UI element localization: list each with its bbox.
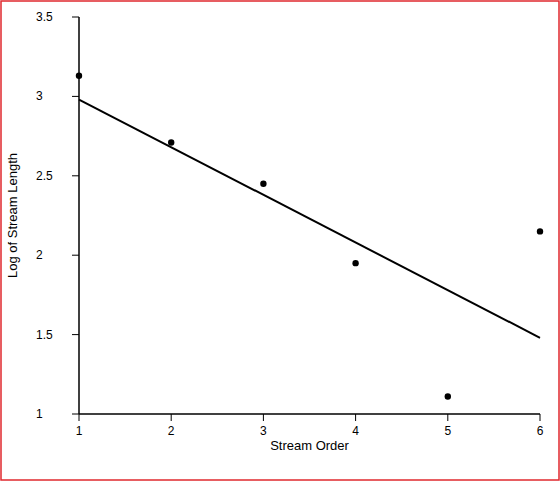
x-tick-label: 2 (168, 424, 175, 438)
plot-area (76, 73, 543, 400)
chart-root: 1 1.5 2 2.5 3 3.5 1 2 3 4 5 6 Stream Order Log of Str… (0, 0, 560, 482)
y-tick-label: 2 (36, 248, 43, 262)
y-tick-label: 3 (36, 89, 43, 103)
scatter-point (352, 260, 358, 266)
y-tick-label: 3.5 (36, 10, 53, 24)
scatter-point (445, 393, 451, 399)
y-tick (72, 17, 79, 18)
x-tick-label: 4 (352, 424, 359, 438)
x-tick-label: 6 (537, 424, 544, 438)
scatter-point (260, 181, 266, 187)
x-tick (171, 414, 172, 421)
y-tick-label: 1 (36, 407, 43, 421)
x-tick (263, 414, 264, 421)
y-tick (72, 96, 79, 97)
x-tick (355, 414, 356, 421)
frame-border (1, 1, 559, 480)
y-tick-label: 2.5 (36, 169, 53, 183)
x-axis-label: Stream Order (270, 438, 349, 453)
y-tick (72, 414, 79, 415)
scatter-point (537, 228, 543, 234)
trend-line (79, 100, 540, 338)
scatter-point (168, 139, 174, 145)
x-tick (540, 414, 541, 421)
y-tick (72, 334, 79, 335)
x-axis-line (79, 413, 540, 415)
x-tick (79, 414, 80, 421)
x-tick-label: 5 (444, 424, 451, 438)
scatter-point (76, 73, 82, 79)
chart-svg: 1 1.5 2 2.5 3 3.5 1 2 3 4 5 6 Stream Order Log of Str… (0, 0, 560, 482)
y-tick-label: 1.5 (36, 328, 53, 342)
y-tick (72, 255, 79, 256)
x-tick-label: 3 (260, 424, 267, 438)
y-axis-label: Log of Stream Length (5, 153, 20, 278)
y-tick (72, 175, 79, 176)
x-tick-label: 1 (76, 424, 83, 438)
x-tick (447, 414, 448, 421)
